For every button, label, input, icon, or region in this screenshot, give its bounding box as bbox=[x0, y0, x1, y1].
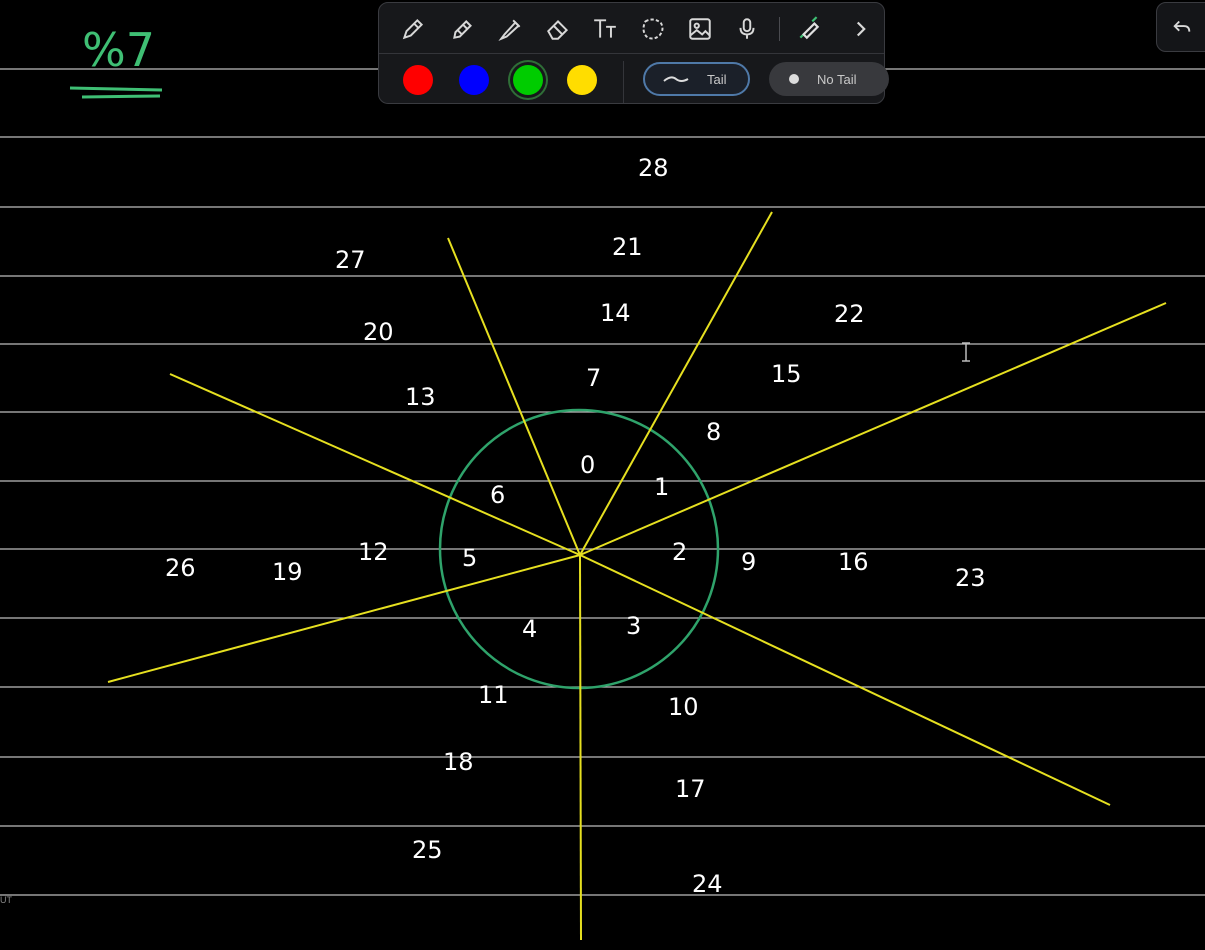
number-label-14: 14 bbox=[600, 299, 631, 327]
number-label-0: 0 bbox=[580, 451, 595, 479]
text-cursor-icon bbox=[962, 342, 970, 362]
pen-icon[interactable] bbox=[397, 13, 429, 45]
number-label-19: 19 bbox=[272, 558, 303, 586]
eraser-icon[interactable] bbox=[542, 13, 574, 45]
toolbar-divider bbox=[779, 17, 780, 41]
number-label-23: 23 bbox=[955, 564, 986, 592]
center-circle bbox=[438, 408, 720, 690]
tail-toggle[interactable]: Tail bbox=[643, 62, 750, 96]
ray-line bbox=[579, 554, 582, 941]
ray-line bbox=[107, 554, 581, 683]
ray-line bbox=[579, 302, 1167, 556]
number-label-2: 2 bbox=[672, 538, 687, 566]
number-label-20: 20 bbox=[363, 318, 394, 346]
no-tail-label: No Tail bbox=[817, 71, 857, 87]
number-label-22: 22 bbox=[834, 300, 865, 328]
ray-line bbox=[579, 211, 773, 556]
number-label-8: 8 bbox=[706, 418, 721, 446]
color-swatch-3[interactable] bbox=[567, 65, 597, 95]
number-label-7: 7 bbox=[586, 364, 601, 392]
rays bbox=[107, 211, 1167, 941]
number-label-17: 17 bbox=[675, 775, 706, 803]
drawing-toolbar: Tail No Tail bbox=[378, 2, 889, 104]
marker-icon[interactable] bbox=[495, 13, 527, 45]
text-icon[interactable] bbox=[589, 13, 621, 45]
number-label-15: 15 bbox=[771, 360, 802, 388]
no-tail-toggle[interactable]: No Tail bbox=[769, 62, 889, 96]
chevron-right-icon[interactable] bbox=[845, 13, 877, 45]
no-tail-dot-icon bbox=[789, 74, 799, 84]
number-label-26: 26 bbox=[165, 554, 196, 582]
number-label-21: 21 bbox=[612, 233, 643, 261]
highlighter-icon[interactable] bbox=[793, 13, 825, 45]
number-label-27: 27 bbox=[335, 246, 366, 274]
color-swatch-2[interactable] bbox=[513, 65, 543, 95]
microphone-icon[interactable] bbox=[731, 13, 763, 45]
pencil-icon[interactable] bbox=[447, 13, 479, 45]
number-label-24: 24 bbox=[692, 870, 723, 898]
tail-wave-icon bbox=[663, 76, 689, 82]
number-label-6: 6 bbox=[490, 481, 505, 509]
number-label-1: 1 bbox=[654, 473, 669, 501]
number-label-3: 3 bbox=[626, 612, 641, 640]
header-note: %7 bbox=[82, 23, 155, 77]
edge-label: UT bbox=[0, 895, 12, 905]
header-underline bbox=[69, 86, 163, 99]
tail-label: Tail bbox=[707, 71, 727, 87]
number-label-16: 16 bbox=[838, 548, 869, 576]
number-label-13: 13 bbox=[405, 383, 436, 411]
ray-line bbox=[447, 237, 581, 556]
toolbar-divider-vertical bbox=[623, 61, 624, 103]
ray-line bbox=[169, 373, 581, 556]
number-label-18: 18 bbox=[443, 748, 474, 776]
color-swatch-0[interactable] bbox=[403, 65, 433, 95]
number-label-4: 4 bbox=[522, 615, 537, 643]
number-label-9: 9 bbox=[741, 548, 756, 576]
circle-numbers: 0123456789101112131415161718192021222324… bbox=[165, 154, 986, 898]
number-label-28: 28 bbox=[638, 154, 669, 182]
ray-line bbox=[579, 554, 1111, 806]
undo-button[interactable] bbox=[1156, 2, 1205, 52]
lasso-icon[interactable] bbox=[637, 13, 669, 45]
toolbar-divider-horizontal bbox=[379, 53, 884, 54]
number-label-12: 12 bbox=[358, 538, 389, 566]
number-label-10: 10 bbox=[668, 693, 699, 721]
number-label-11: 11 bbox=[478, 681, 509, 709]
color-swatch-1[interactable] bbox=[459, 65, 489, 95]
undo-icon bbox=[1173, 20, 1191, 32]
image-icon[interactable] bbox=[684, 13, 716, 45]
number-label-5: 5 bbox=[462, 544, 477, 572]
ruled-lines bbox=[0, 68, 1205, 896]
number-label-25: 25 bbox=[412, 836, 443, 864]
